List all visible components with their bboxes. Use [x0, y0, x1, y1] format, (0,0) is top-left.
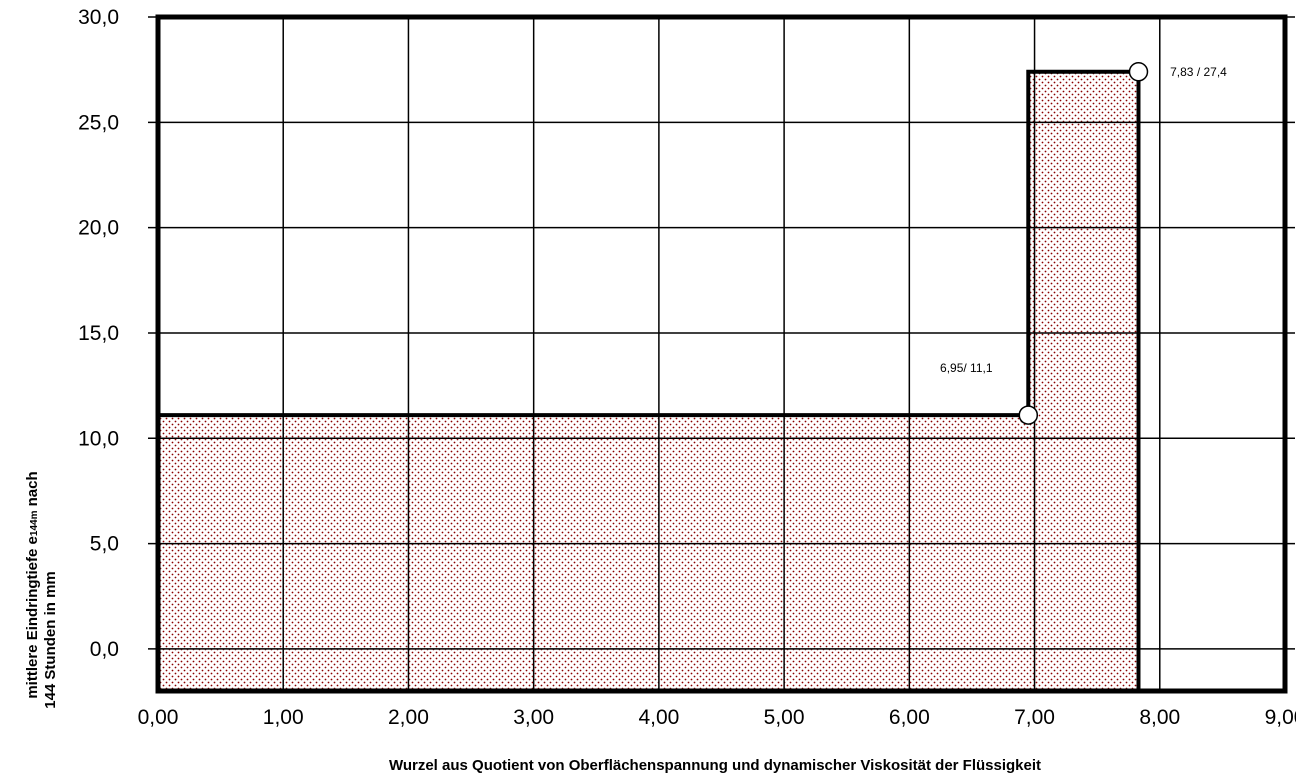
data-point-label: 6,95/ 11,1 — [940, 361, 993, 375]
series-line — [158, 69, 1141, 691]
y-tick-label: 5,0 — [90, 533, 119, 556]
data-point-marker — [1128, 62, 1149, 82]
data-point-marker — [1018, 405, 1039, 425]
x-tick-label: 8,00 — [1139, 706, 1180, 729]
x-tick-label: 6,00 — [889, 706, 930, 729]
x-tick-label: 0,00 — [138, 706, 179, 729]
x-tick-label: 4,00 — [638, 706, 679, 729]
x-tick-label: 7,00 — [1014, 706, 1055, 729]
x-axis-label: Wurzel aus Quotient von Oberflächenspann… — [389, 757, 1041, 774]
data-point-label: 7,83 / 27,4 — [1170, 65, 1227, 79]
y-tick-label: 15,0 — [78, 322, 119, 345]
y-tick-label: 10,0 — [78, 427, 119, 450]
y-tick-label: 0,0 — [90, 638, 119, 661]
y-tick-label: 30,0 — [78, 6, 119, 29]
y-tick-label: 20,0 — [78, 217, 119, 240]
plot-frame — [155, 14, 1288, 694]
y-axis-label-line2: 144 Stunden in mm — [42, 571, 59, 709]
x-tick-label: 5,00 — [764, 706, 805, 729]
x-tick-label: 9,00 — [1265, 706, 1296, 729]
x-tick-label: 2,00 — [388, 706, 429, 729]
y-tick-label: 25,0 — [78, 111, 119, 134]
y-axis-label-line1: mittlere Eindringtiefe e144m nach — [24, 471, 41, 698]
x-tick-label: 1,00 — [263, 706, 304, 729]
x-tick-label: 3,00 — [513, 706, 554, 729]
shaded-area — [158, 71, 1139, 691]
